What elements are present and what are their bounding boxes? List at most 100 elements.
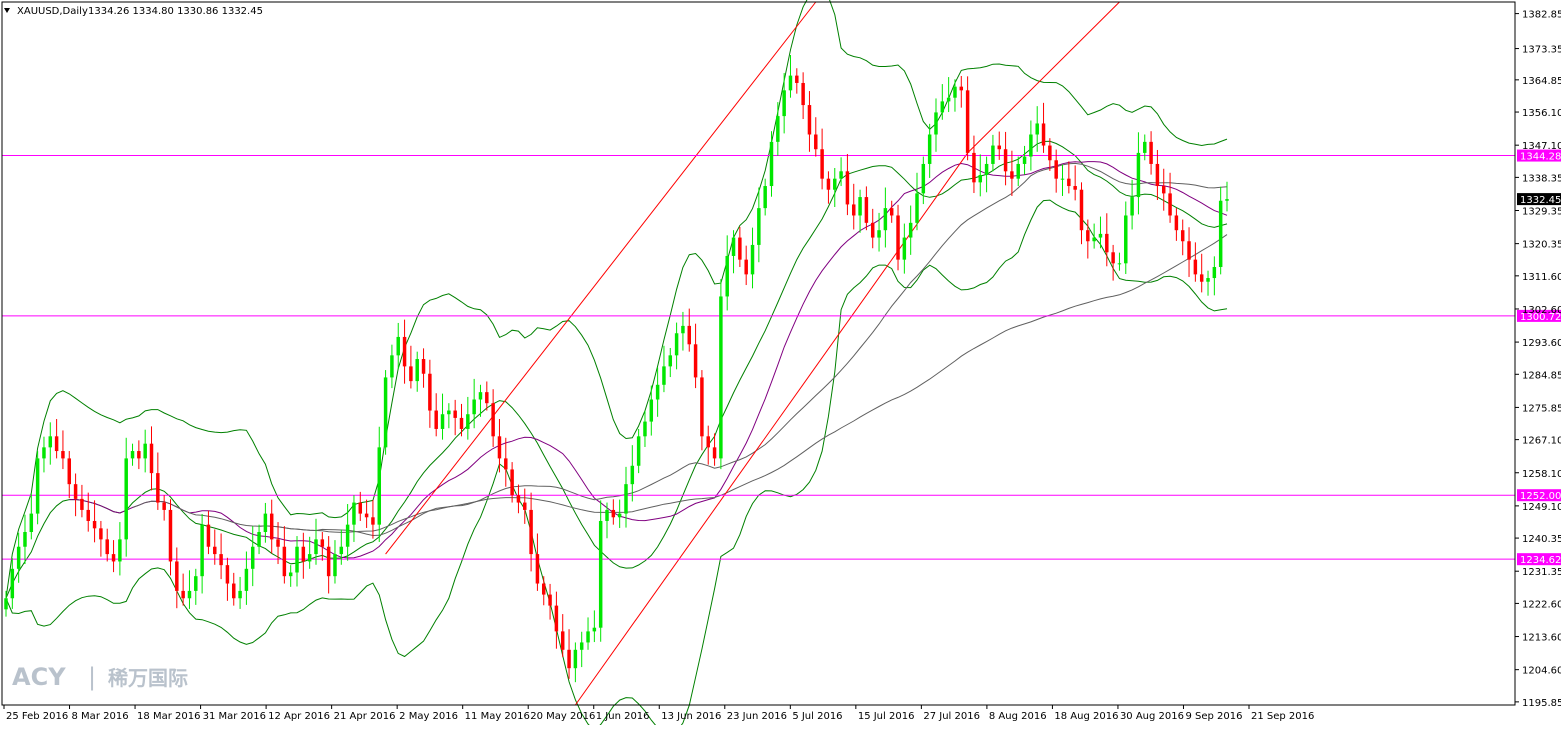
candle (10, 558, 15, 609)
symbol-label: XAUUSD,Daily (17, 6, 88, 17)
candle (339, 529, 344, 565)
candle-body (687, 325, 691, 345)
candle (1180, 219, 1185, 256)
candle-body (668, 355, 673, 367)
candle (23, 514, 27, 565)
candle (80, 484, 84, 518)
candle (877, 212, 881, 252)
candle (497, 419, 502, 473)
candle-body (466, 414, 470, 429)
candle (345, 504, 350, 561)
candle (1174, 208, 1179, 241)
level-price-tag (1517, 489, 1561, 502)
candle (333, 540, 337, 584)
y-tick-label: 1311.60 (1522, 272, 1561, 283)
candle-body (1180, 230, 1185, 242)
candle (839, 157, 843, 187)
y-tick-label: 1249.10 (1522, 502, 1561, 513)
candle-body (54, 436, 59, 452)
candle (491, 389, 495, 447)
candle-body (23, 532, 27, 547)
candle-body (586, 631, 590, 643)
candle-body (1155, 163, 1160, 187)
candle-body (156, 473, 160, 503)
moving-average-short-line (69, 161, 1228, 559)
triangle-down-icon[interactable] (4, 8, 10, 13)
candle-body (35, 458, 40, 514)
candle-body (307, 554, 312, 562)
x-tick-label: 21 Sep 2016 (1251, 711, 1314, 722)
candle-body (1054, 160, 1058, 179)
candle (390, 344, 394, 389)
candle (510, 462, 514, 503)
candle-body (611, 509, 616, 518)
candle-body (61, 451, 65, 459)
candle (1149, 131, 1153, 175)
candle (282, 526, 287, 584)
candle-body (1073, 186, 1077, 190)
candle-body (288, 572, 293, 577)
x-tick-label: 12 Apr 2016 (268, 711, 330, 722)
candle (750, 227, 755, 289)
candle-body (149, 443, 154, 474)
candle (42, 436, 46, 473)
candle-body (795, 75, 799, 83)
level-price-tag (1517, 149, 1561, 162)
candle-body (649, 399, 654, 422)
candle-body (453, 410, 457, 418)
candle-body (257, 532, 261, 547)
candle (820, 128, 824, 190)
candle-body (1022, 156, 1027, 164)
candle (1016, 156, 1020, 187)
candle-body (213, 546, 217, 555)
candle (206, 510, 211, 555)
candle (137, 440, 141, 470)
candle-body (636, 436, 641, 466)
candle (453, 399, 457, 436)
candle-body (162, 502, 166, 510)
candle-body (48, 436, 53, 448)
candle-body (655, 384, 660, 400)
candle-body (29, 513, 34, 533)
candle (738, 226, 742, 268)
candle (1117, 252, 1122, 271)
y-tick-label: 1195.85 (1522, 698, 1561, 709)
candle-body (946, 97, 951, 102)
candle (478, 384, 483, 417)
candle (1048, 138, 1052, 171)
candle-body (1117, 263, 1122, 265)
level-price-tag (1517, 553, 1561, 566)
candle (744, 245, 748, 286)
candle (118, 522, 122, 576)
y-tick-label: 1284.85 (1522, 370, 1561, 381)
moving-average-slow-line (259, 234, 1228, 533)
candle-body (991, 145, 995, 164)
candle-body (858, 197, 862, 216)
candle (4, 590, 8, 617)
candle-body (826, 178, 831, 190)
candle (1155, 149, 1160, 201)
candle (35, 451, 40, 525)
candle-body (782, 90, 786, 117)
level-price-label: 1344.28 (1520, 152, 1561, 163)
candle-body (497, 436, 502, 459)
x-tick-label: 21 Apr 2016 (334, 711, 396, 722)
candle (1212, 256, 1217, 296)
candle (1168, 172, 1172, 223)
candle (719, 279, 723, 470)
candle (548, 583, 552, 620)
candle (396, 322, 400, 370)
candle-body (1086, 230, 1090, 242)
candle-body (870, 222, 875, 238)
candle (238, 576, 242, 609)
candle (421, 348, 426, 388)
candle-body (757, 208, 761, 245)
candle-body (529, 509, 533, 555)
candle-body (111, 554, 116, 562)
x-tick-label: 30 Aug 2016 (1120, 711, 1184, 722)
candle-body (560, 631, 565, 650)
candle-body (940, 101, 945, 113)
candle (1124, 201, 1128, 274)
